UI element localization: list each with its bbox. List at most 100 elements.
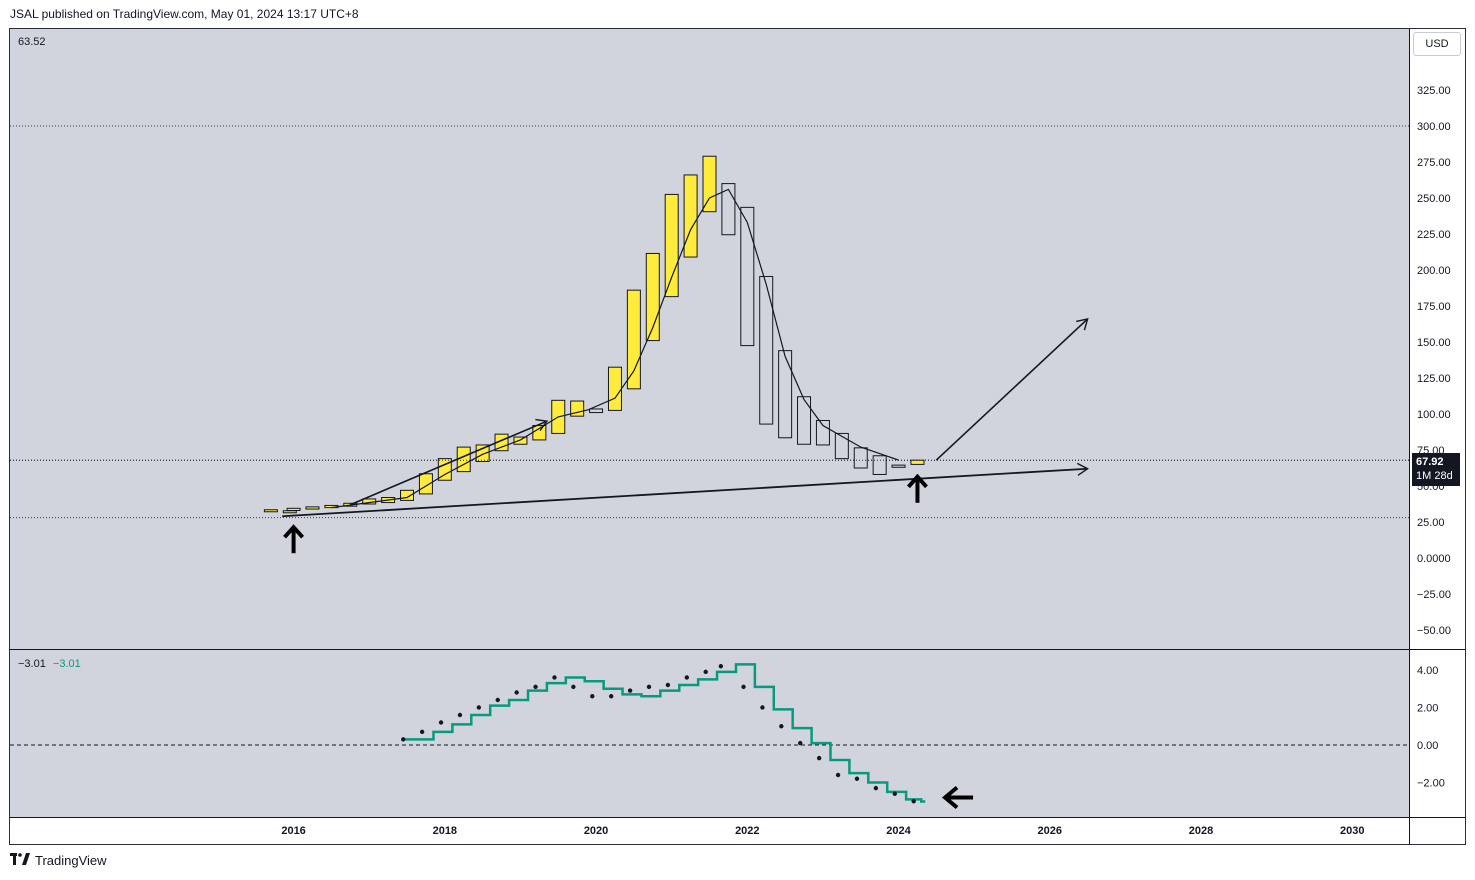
candle bbox=[853, 447, 868, 469]
candle bbox=[263, 509, 278, 513]
last-price: 67.92 bbox=[1416, 456, 1444, 468]
main-pane-bg bbox=[10, 29, 1409, 649]
bar-countdown: 1M 28d bbox=[1416, 470, 1453, 482]
candle bbox=[797, 396, 812, 445]
last-price-badge: 67.92 1M 28d bbox=[1412, 453, 1460, 486]
indicator-dot bbox=[590, 694, 595, 699]
indicator-step-line bbox=[404, 663, 926, 803]
x-tick: 2018 bbox=[433, 825, 457, 837]
indicator-value-2: −3.01 bbox=[52, 658, 81, 670]
candle bbox=[721, 183, 736, 236]
candle bbox=[759, 275, 774, 425]
indicator-dot bbox=[911, 799, 916, 804]
indicator-y-tick: 4.00 bbox=[1417, 665, 1438, 677]
indicator-dot bbox=[476, 705, 482, 710]
main-y-tick: 25.00 bbox=[1417, 517, 1445, 529]
candle bbox=[815, 419, 830, 446]
left-arrow-head bbox=[941, 785, 959, 810]
indicator-dot bbox=[646, 684, 652, 690]
tradingview-logo-icon bbox=[10, 853, 30, 868]
indicator-dot bbox=[741, 684, 746, 690]
indicator-dot bbox=[608, 694, 614, 699]
candle bbox=[683, 174, 698, 258]
indicator-dot bbox=[835, 772, 841, 778]
up-arrow-icon bbox=[906, 473, 928, 503]
x-tick: 2020 bbox=[584, 825, 608, 837]
candle bbox=[286, 507, 301, 511]
up-arrow-head bbox=[283, 524, 305, 539]
x-tick: 2024 bbox=[886, 825, 911, 837]
candle bbox=[282, 510, 297, 514]
candle bbox=[740, 206, 755, 347]
main-y-tick: 150.00 bbox=[1417, 337, 1451, 349]
footer-brand[interactable]: TradingView bbox=[10, 853, 107, 868]
indicator-dot bbox=[779, 724, 784, 729]
indicator-dot bbox=[627, 688, 633, 693]
candle bbox=[664, 193, 679, 298]
x-tick: 2016 bbox=[281, 825, 305, 837]
indicator-dot bbox=[665, 682, 671, 688]
indicator-dot bbox=[495, 697, 500, 703]
candle bbox=[532, 425, 547, 441]
indicator-dot bbox=[798, 740, 803, 746]
up-arrow-icon bbox=[283, 524, 305, 554]
main-y-tick: 225.00 bbox=[1417, 229, 1451, 241]
indicator-dot bbox=[457, 712, 463, 718]
candle bbox=[778, 350, 793, 439]
x-tick: 2028 bbox=[1189, 825, 1213, 837]
main-y-tick: 300.00 bbox=[1417, 121, 1451, 133]
candle bbox=[891, 464, 906, 468]
indicator-y-tick: 0.00 bbox=[1417, 740, 1438, 752]
candle bbox=[513, 436, 528, 445]
tradingview-brand: TradingView bbox=[35, 853, 107, 868]
top-left-value: 63.52 bbox=[18, 36, 46, 48]
candle bbox=[418, 473, 433, 495]
currency-button[interactable]: USD bbox=[1413, 32, 1461, 56]
candle bbox=[400, 489, 415, 501]
main-y-tick: 325.00 bbox=[1417, 85, 1451, 97]
indicator-dot bbox=[684, 675, 690, 680]
candle bbox=[305, 506, 320, 510]
trend-arrow-1 bbox=[935, 318, 1089, 461]
main-y-tick: 0.0000 bbox=[1417, 553, 1451, 565]
x-tick: 2026 bbox=[1038, 825, 1062, 837]
candle bbox=[589, 408, 604, 414]
candle bbox=[834, 432, 849, 460]
indicator-dot bbox=[892, 791, 897, 796]
candle bbox=[607, 366, 622, 411]
indicator-dot bbox=[703, 669, 708, 675]
indicator-dot bbox=[760, 705, 765, 710]
indicator-dot bbox=[854, 776, 860, 781]
main-y-tick: 275.00 bbox=[1417, 157, 1451, 169]
up-arrow-head bbox=[906, 473, 928, 489]
main-y-tick: 125.00 bbox=[1417, 373, 1451, 385]
indicator-value-1: −3.01 bbox=[18, 658, 46, 670]
indicator-dot bbox=[718, 664, 724, 669]
indicator-dot bbox=[873, 785, 879, 791]
indicator-y-tick: −2.00 bbox=[1417, 778, 1445, 790]
x-tick: 2030 bbox=[1340, 825, 1364, 837]
indicator-dot bbox=[401, 737, 406, 742]
candle bbox=[456, 446, 471, 473]
main-y-tick: −25.00 bbox=[1417, 589, 1451, 601]
main-y-tick: 175.00 bbox=[1417, 301, 1451, 313]
candle bbox=[626, 289, 641, 390]
trend-arrow-0 bbox=[349, 418, 549, 506]
candle bbox=[570, 400, 585, 417]
candle bbox=[910, 459, 925, 465]
publish-header: JSAL published on TradingView.com, May 0… bbox=[10, 7, 359, 21]
indicator-values: −3.01 −3.01 bbox=[18, 658, 81, 670]
indicator-dot bbox=[533, 684, 538, 690]
indicator-dot bbox=[514, 690, 519, 695]
indicator-pane-bg bbox=[10, 650, 1409, 817]
indicator-dot bbox=[552, 675, 557, 680]
indicator-dot bbox=[419, 729, 425, 735]
main-y-tick: 100.00 bbox=[1417, 409, 1451, 421]
moving-average-line bbox=[331, 188, 899, 509]
price-axis-bg bbox=[1409, 29, 1465, 817]
support-trendline bbox=[282, 462, 1089, 518]
main-y-tick: 250.00 bbox=[1417, 193, 1451, 205]
indicator-y-tick: 2.00 bbox=[1417, 703, 1438, 715]
candle bbox=[702, 155, 717, 213]
